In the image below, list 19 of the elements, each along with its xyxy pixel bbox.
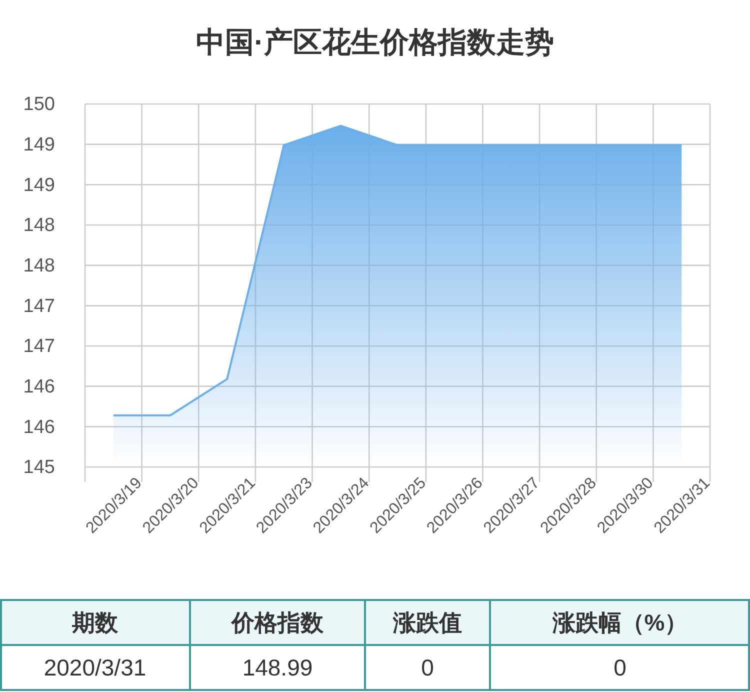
text: 涨跌幅（%） [551, 610, 688, 636]
y-tick-label: 146 [23, 416, 55, 438]
text: 涨跌值 [392, 610, 462, 636]
y-tick-label: 146 [23, 376, 55, 398]
text: 0 [421, 654, 434, 680]
text: 0 [614, 654, 626, 680]
y-tick-label: 150 [23, 94, 55, 116]
text: 价格指数 [230, 610, 324, 636]
y-tick-label: 145 [23, 457, 55, 478]
y-tick-label: 149 [23, 174, 55, 196]
text: 期数 [71, 610, 119, 636]
y-tick-label: 148 [23, 215, 55, 236]
y-tick-label: 149 [23, 134, 55, 156]
text: 148.99 [242, 654, 313, 680]
y-tick-label: 148 [23, 255, 55, 276]
text: 2020/3/31 [44, 654, 146, 680]
y-tick-label: 147 [23, 336, 55, 358]
y-tick-label: 147 [23, 296, 55, 317]
chart-title: 中国·产区花生价格指数走势 [196, 26, 554, 59]
